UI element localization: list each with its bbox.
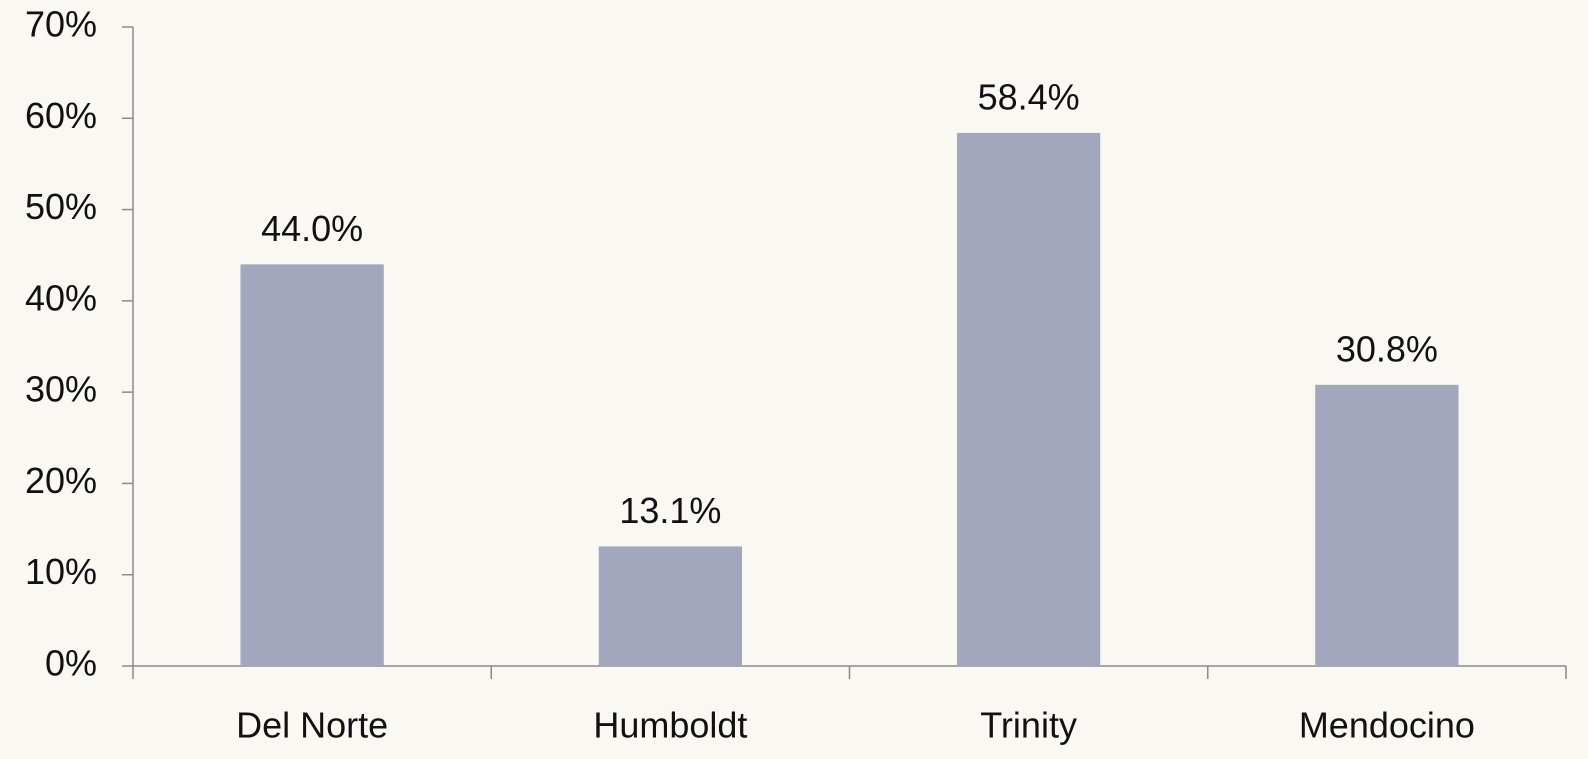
y-tick-label: 40% (25, 277, 97, 318)
x-tick-label: Del Norte (236, 705, 388, 746)
y-tick-label: 20% (25, 460, 97, 501)
y-tick-label: 50% (25, 186, 97, 227)
bar (956, 132, 1101, 667)
y-tick-label: 10% (25, 551, 97, 592)
data-label: 30.8% (1336, 328, 1438, 369)
bar (240, 264, 384, 666)
y-tick-label: 0% (45, 643, 97, 684)
data-label: 58.4% (978, 76, 1080, 117)
y-tick-label: 60% (25, 95, 97, 136)
y-tick-label: 70% (25, 4, 97, 45)
bar (1315, 384, 1459, 666)
data-label: 13.1% (619, 490, 721, 531)
x-tick-label: Mendocino (1299, 705, 1475, 746)
x-tick-label: Humboldt (593, 705, 747, 746)
data-label: 44.0% (261, 208, 363, 249)
x-tick-label: Trinity (980, 705, 1077, 746)
y-tick-label: 30% (25, 369, 97, 410)
bar (598, 546, 743, 666)
